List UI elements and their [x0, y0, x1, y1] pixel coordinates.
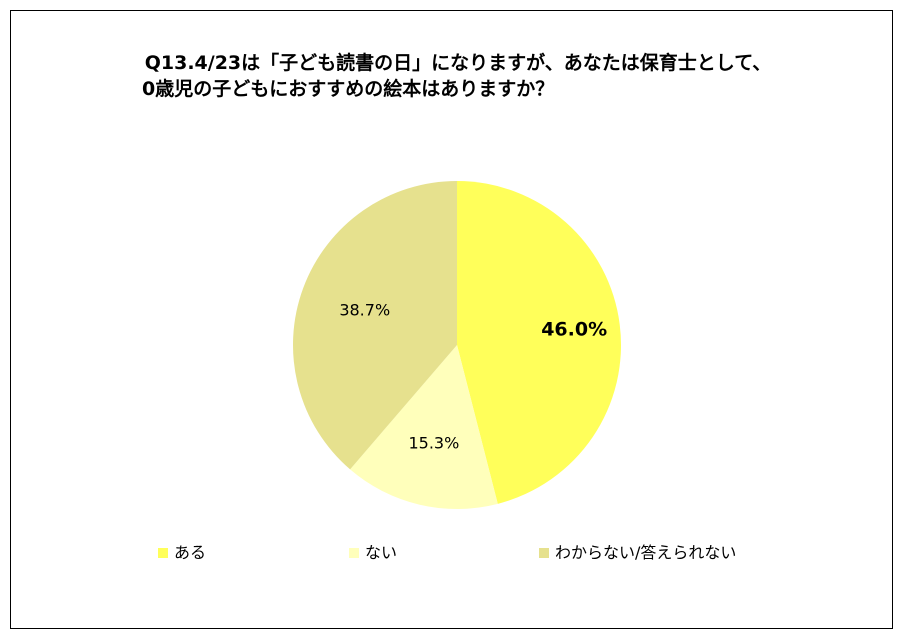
legend-label-aru: ある — [174, 543, 207, 562]
legend-swatch-nai — [349, 548, 359, 558]
chart-title: Q13.4/23は「子ども読書の日」になりますが、あなたは保育士として、 0歳児… — [0, 50, 916, 102]
legend-item-aru: ある — [158, 543, 206, 563]
legend: ある ない わからない/答えられない — [0, 543, 916, 567]
legend-label-wakaranai: わからない/答えられない — [555, 543, 737, 562]
legend-label-nai: ない — [365, 543, 398, 562]
legend-item-nai: ない — [349, 543, 397, 563]
legend-item-wakaranai: わからない/答えられない — [539, 543, 736, 563]
title-line-1: Q13.4/23は「子ども読書の日」になりますが、あなたは保育士として、 — [144, 52, 772, 74]
data-label-wakaranai: 38.7% — [339, 300, 390, 319]
legend-swatch-wakaranai — [539, 548, 549, 558]
data-label-aru: 46.0% — [541, 319, 607, 341]
pie-slice-wakaranai — [293, 181, 457, 470]
data-label-nai: 15.3% — [408, 434, 459, 453]
pie-slice-nai — [350, 345, 498, 510]
legend-swatch-aru — [158, 548, 168, 558]
title-line-2: 0歳児の子どもにおすすめの絵本はありますか？ — [142, 78, 555, 100]
pie-slice-aru — [457, 181, 621, 504]
chart-frame — [10, 10, 893, 629]
